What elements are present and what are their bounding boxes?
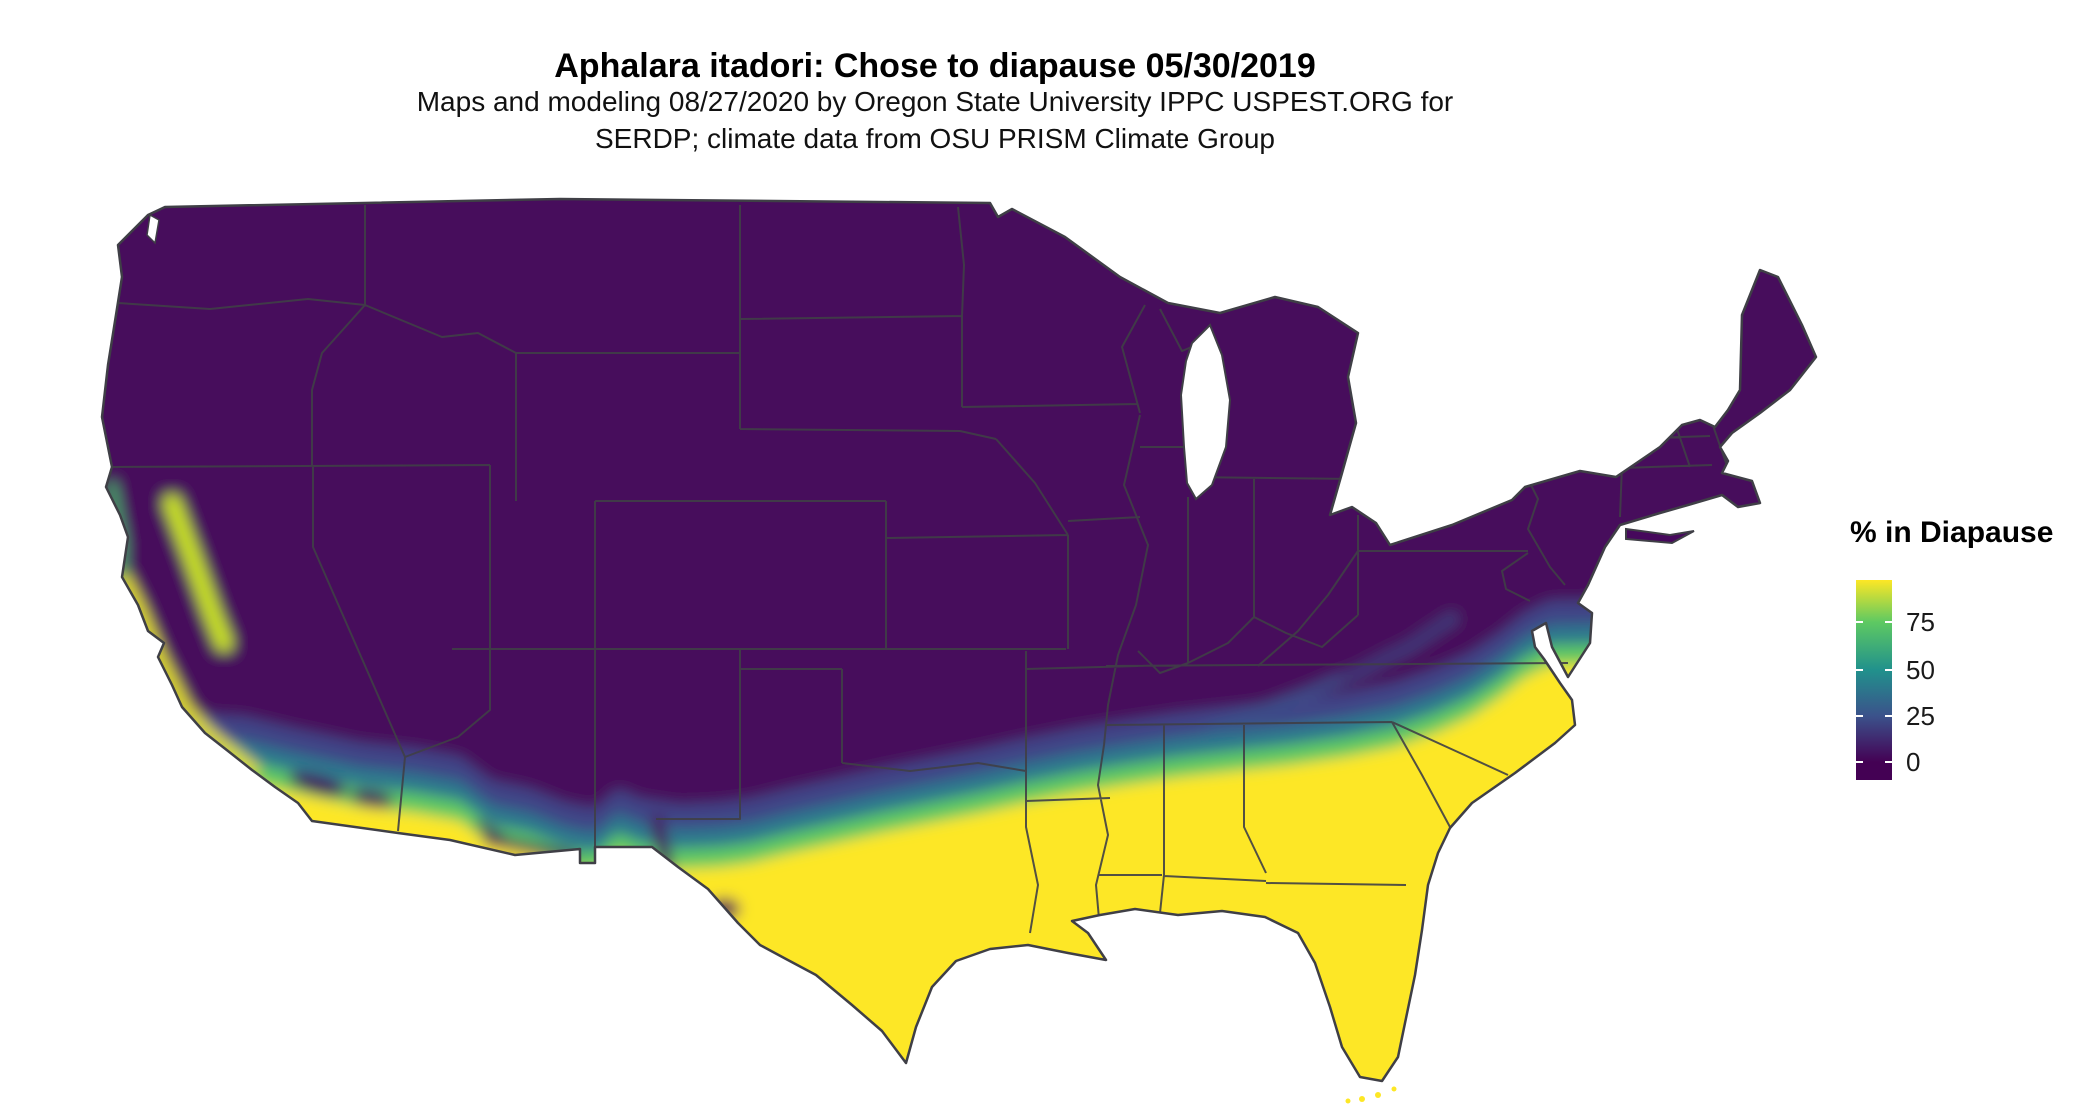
plot-subtitle: Maps and modeling 08/27/2020 by Oregon S… — [0, 84, 1870, 158]
central-valley-band — [163, 494, 233, 652]
legend-tick-mark — [1885, 669, 1892, 671]
diapause-raster — [102, 199, 1816, 1081]
legend-tick-mark — [1856, 621, 1863, 623]
legend-tick-label: 50 — [1906, 655, 1935, 685]
legend-tick-mark — [1856, 715, 1863, 717]
long-island — [1625, 527, 1695, 545]
legend-tick-mark — [1885, 621, 1892, 623]
us-map-svg — [100, 197, 1818, 1104]
florida-keys — [1345, 1086, 1397, 1104]
legend-title: % in Diapause — [1850, 516, 2054, 549]
legend-tick-label: 25 — [1906, 701, 1935, 731]
appalachian-cool-streak-core — [1339, 618, 1453, 680]
legend-tick-label: 0 — [1906, 747, 1921, 777]
arizona-rim-spur — [476, 821, 512, 847]
us-outline — [100, 197, 1818, 1083]
state-boundaries — [109, 205, 1727, 934]
legend-tick-label: 75 — [1906, 607, 1935, 637]
socal-mountain-patch-1 — [288, 773, 348, 797]
legend-tick-mark — [1856, 669, 1863, 671]
puget-sound — [146, 213, 160, 245]
us-diapause-map — [60, 185, 1820, 1115]
legend-tick-mark — [1856, 761, 1863, 763]
legend-tick-mark — [1885, 761, 1892, 763]
plot-subtitle-line2: SERDP; climate data from OSU PRISM Clima… — [595, 122, 1275, 154]
legend-tick-mark — [1885, 715, 1892, 717]
legend: % in Diapause 75 50 25 0 — [1850, 516, 2100, 780]
plot-subtitle-line1: Maps and modeling 08/27/2020 by Oregon S… — [416, 86, 1454, 117]
lake-michigan — [1179, 323, 1232, 501]
socal-mountain-patch-2 — [350, 790, 394, 808]
legend-colorbar — [1856, 580, 1892, 780]
plot-title: Aphalara itadori: Chose to diapause 05/3… — [554, 46, 1316, 85]
